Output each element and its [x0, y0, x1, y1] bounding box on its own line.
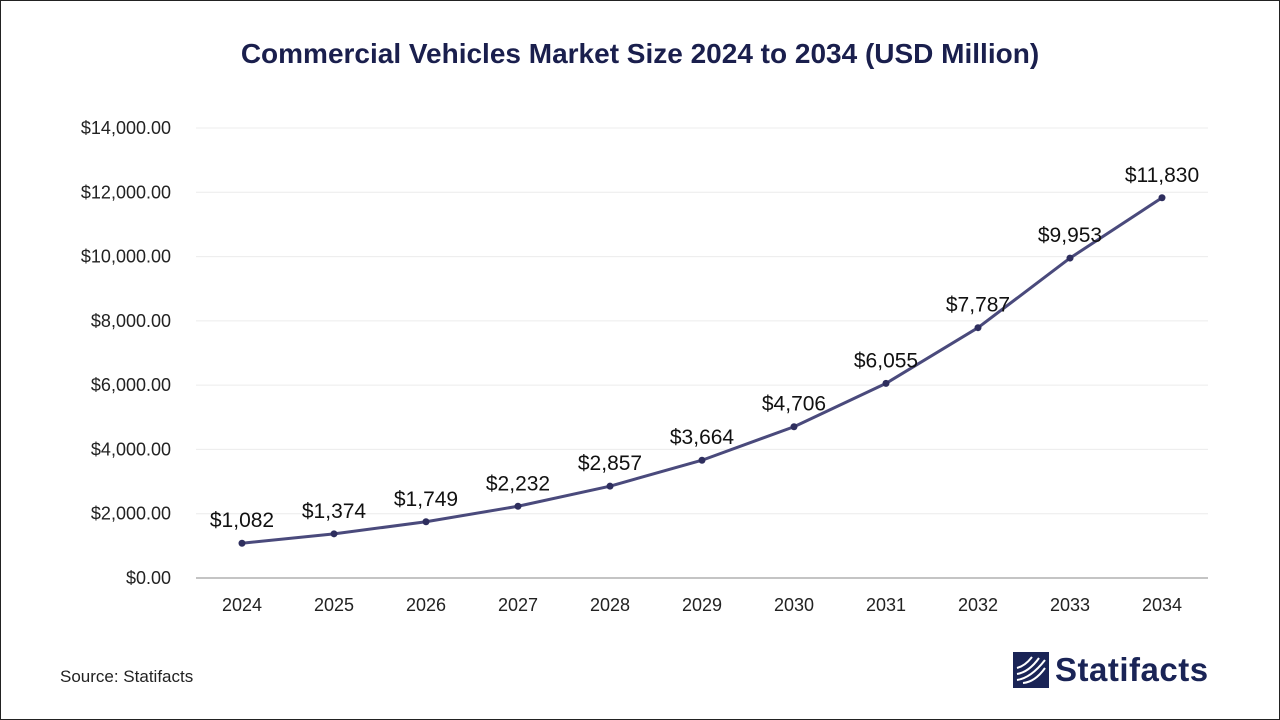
x-tick-label: 2031 [866, 595, 906, 615]
y-tick-label: $2,000.00 [91, 504, 171, 524]
brand-logo: Statifacts [1013, 650, 1209, 690]
x-tick-label: 2029 [682, 595, 722, 615]
x-tick-label: 2028 [590, 595, 630, 615]
axes: $0.00 $2,000.00 $4,000.00 $6,000.00 $8,000.0… [81, 118, 1208, 615]
x-tick-label: 2030 [774, 595, 814, 615]
y-tick-label: $12,000.00 [81, 182, 171, 202]
x-tick-label: 2033 [1050, 595, 1090, 615]
data-label: $9,953 [1038, 224, 1102, 247]
data-label: $1,749 [394, 488, 458, 511]
y-tick-label: $10,000.00 [81, 247, 171, 267]
y-tick-label: $6,000.00 [91, 375, 171, 395]
y-tick-label: $4,000.00 [91, 439, 171, 459]
data-point [790, 423, 798, 431]
data-labels: $1,082 $1,374 $1,749 $2,232 $2,857 $3,664 $4,7… [210, 164, 1199, 532]
x-tick-label: 2032 [958, 595, 998, 615]
source-note: Source: Statifacts [60, 667, 194, 686]
series-line [241, 196, 1163, 545]
data-point [514, 502, 522, 510]
data-point [882, 379, 890, 387]
data-label: $3,664 [670, 426, 735, 449]
y-tick-label: $0.00 [126, 568, 171, 588]
data-label: $6,055 [854, 349, 918, 372]
data-label: $1,082 [210, 509, 274, 532]
data-point [1066, 254, 1074, 262]
data-label: $2,232 [486, 472, 550, 495]
grid-lines [196, 127, 1208, 515]
y-tick-label: $8,000.00 [91, 311, 171, 331]
data-point [238, 539, 246, 547]
data-label: $7,787 [946, 294, 1010, 317]
chart-title: Commercial Vehicles Market Size 2024 to … [240, 38, 1040, 69]
brand-name: Statifacts [1055, 651, 1209, 688]
data-point [974, 324, 982, 332]
data-point [422, 518, 430, 526]
data-point [698, 456, 706, 464]
data-label: $1,374 [302, 500, 367, 523]
x-tick-label: 2027 [498, 595, 538, 615]
data-point [606, 482, 614, 490]
series-revenue [238, 194, 1166, 547]
x-tick-label: 2026 [406, 595, 446, 615]
data-point [330, 530, 338, 538]
x-tick-label: 2025 [314, 595, 354, 615]
x-tick-label: 2034 [1142, 595, 1182, 615]
data-point [1158, 194, 1166, 202]
data-label: $4,706 [762, 393, 826, 416]
data-label: $11,830 [1125, 164, 1199, 187]
statifacts-logo-icon [1013, 652, 1049, 688]
data-label: $2,857 [578, 452, 642, 475]
y-tick-label: $14,000.00 [81, 118, 171, 138]
x-tick-label: 2024 [222, 595, 262, 615]
